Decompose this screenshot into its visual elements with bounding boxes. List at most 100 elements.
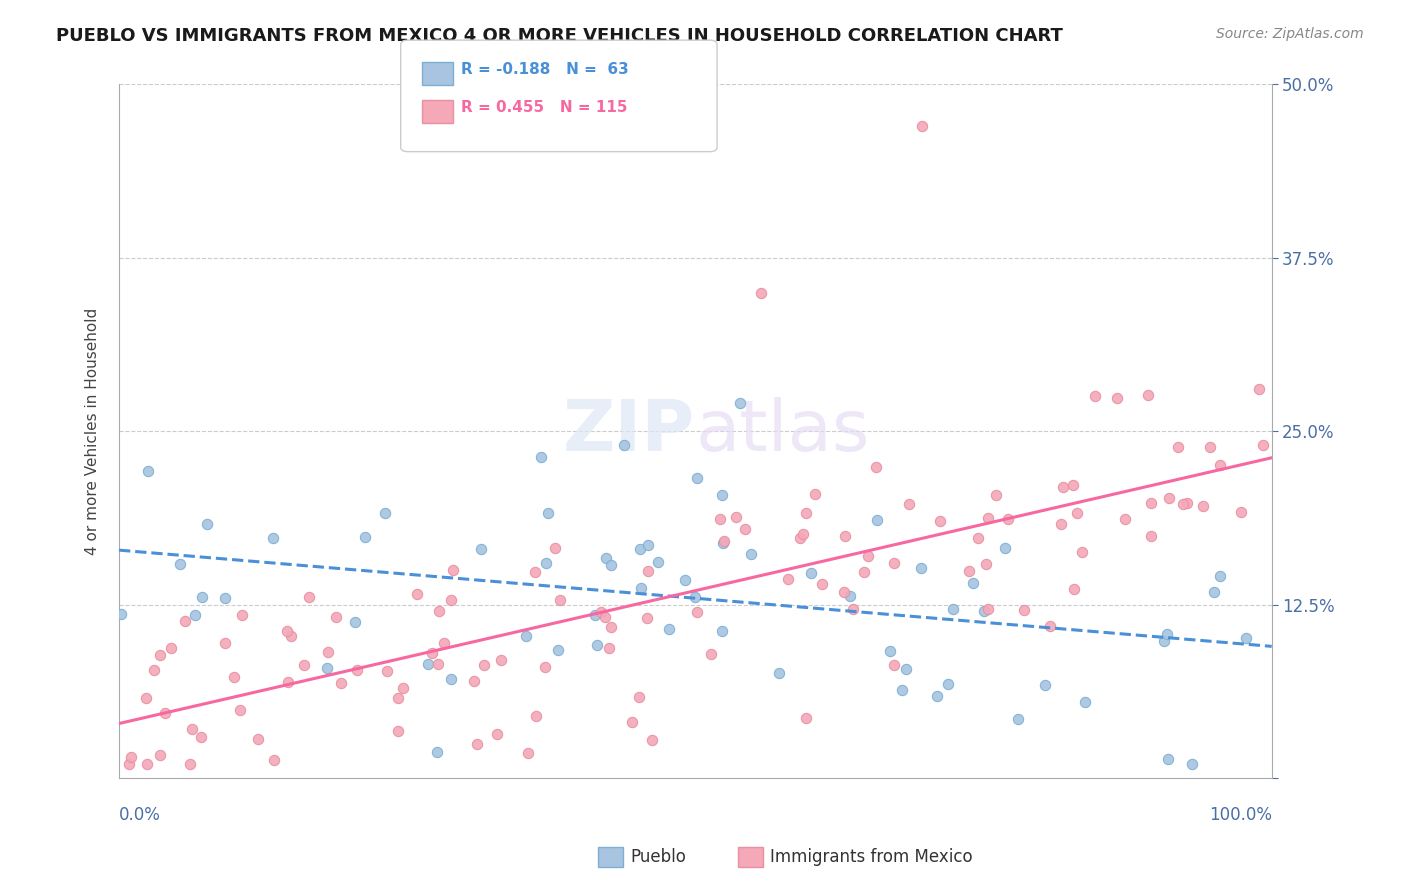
Point <box>432 636 454 650</box>
Point <box>966 531 988 545</box>
Point <box>440 672 463 686</box>
Point <box>1247 382 1270 396</box>
Point <box>346 663 368 677</box>
Point <box>1167 440 1189 454</box>
Point <box>936 676 959 690</box>
Point <box>316 660 339 674</box>
Point <box>834 529 856 543</box>
Point <box>406 587 429 601</box>
Point <box>858 549 880 564</box>
Point <box>537 506 560 520</box>
Point <box>179 757 201 772</box>
Point <box>641 732 664 747</box>
Point <box>883 556 905 570</box>
Point <box>316 645 339 659</box>
Point <box>418 657 440 672</box>
Point <box>420 646 443 660</box>
Point <box>222 670 245 684</box>
Point <box>292 657 315 672</box>
Point <box>800 566 823 581</box>
Point <box>534 557 557 571</box>
Point <box>1209 458 1232 472</box>
Point <box>1157 491 1180 506</box>
Point <box>1204 585 1226 599</box>
Point <box>375 664 398 678</box>
Point <box>713 533 735 548</box>
Point <box>325 610 347 624</box>
Text: Pueblo: Pueblo <box>630 848 686 866</box>
Point <box>962 576 984 591</box>
Point <box>277 674 299 689</box>
Point <box>441 563 464 577</box>
Point <box>683 591 706 605</box>
Point <box>1052 480 1074 494</box>
Point <box>190 730 212 744</box>
Point <box>515 629 537 643</box>
Text: R = 0.455   N = 115: R = 0.455 N = 115 <box>461 100 627 115</box>
Point <box>589 605 612 619</box>
Point <box>214 636 236 650</box>
Point <box>426 746 449 760</box>
Point <box>686 471 709 485</box>
Point <box>439 593 461 607</box>
Point <box>852 565 875 579</box>
Point <box>280 629 302 643</box>
Text: 100.0%: 100.0% <box>1209 805 1271 823</box>
Point <box>928 514 950 528</box>
Point <box>276 624 298 638</box>
Point <box>1175 496 1198 510</box>
Point <box>768 666 790 681</box>
Point <box>957 564 980 578</box>
Point <box>620 714 643 729</box>
Point <box>1156 627 1178 641</box>
Point <box>1074 695 1097 709</box>
Point <box>544 541 567 556</box>
Point <box>427 604 450 618</box>
Point <box>298 590 321 604</box>
Point <box>159 640 181 655</box>
Point <box>1230 505 1253 519</box>
Point <box>1084 389 1107 403</box>
Point <box>1107 391 1129 405</box>
Point <box>713 535 735 549</box>
Point <box>627 690 650 705</box>
Point <box>699 647 721 661</box>
Point <box>628 542 651 557</box>
Point <box>1039 619 1062 633</box>
Point <box>910 560 932 574</box>
Point <box>839 590 862 604</box>
Point <box>810 577 832 591</box>
Point <box>214 591 236 606</box>
Point <box>1049 517 1071 532</box>
Point <box>465 737 488 751</box>
Point <box>724 510 747 524</box>
Point <box>110 607 132 621</box>
Point <box>630 581 652 595</box>
Point <box>247 731 270 746</box>
Point <box>997 512 1019 526</box>
Point <box>387 723 409 738</box>
Point <box>195 516 218 531</box>
Point <box>149 648 172 662</box>
Point <box>891 683 914 698</box>
Text: PUEBLO VS IMMIGRANTS FROM MEXICO 4 OR MORE VEHICLES IN HOUSEHOLD CORRELATION CHA: PUEBLO VS IMMIGRANTS FROM MEXICO 4 OR MO… <box>56 27 1063 45</box>
Point <box>120 749 142 764</box>
Point <box>373 506 395 520</box>
Point <box>637 537 659 551</box>
Text: Immigrants from Mexico: Immigrants from Mexico <box>770 848 973 866</box>
Point <box>1114 512 1136 526</box>
Point <box>986 488 1008 502</box>
Point <box>354 530 377 544</box>
Point <box>709 512 731 526</box>
Y-axis label: 4 or more Vehicles in Household: 4 or more Vehicles in Household <box>86 308 100 555</box>
Point <box>879 644 901 658</box>
Point <box>600 620 623 634</box>
Point <box>548 592 571 607</box>
Point <box>1066 506 1088 520</box>
Point <box>734 522 756 536</box>
Point <box>658 622 681 636</box>
Point <box>486 727 509 741</box>
Text: atlas: atlas <box>696 397 870 466</box>
Point <box>1198 440 1220 454</box>
Point <box>832 584 855 599</box>
